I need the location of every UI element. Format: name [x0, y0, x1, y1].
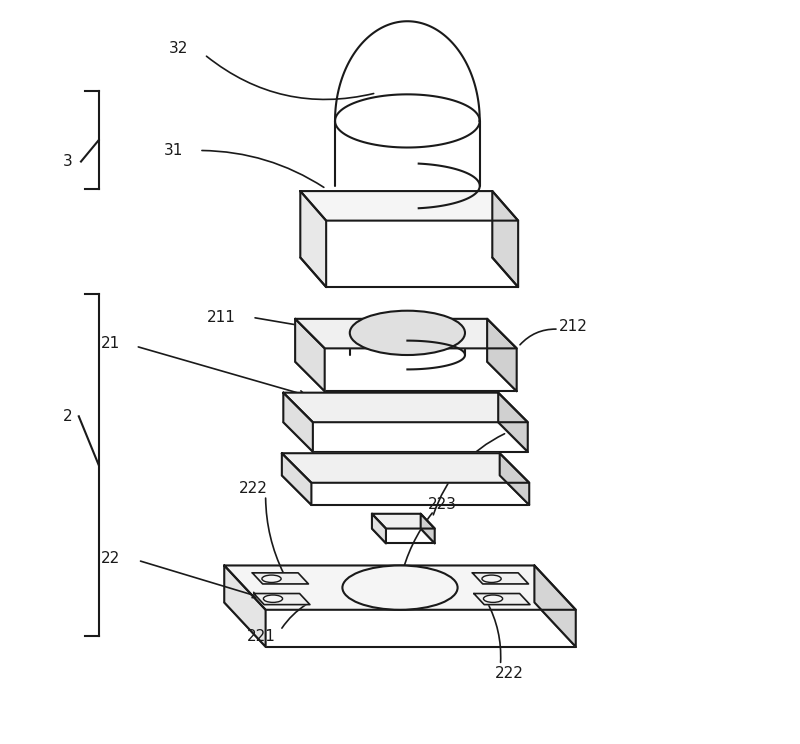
Polygon shape	[300, 191, 518, 221]
Polygon shape	[295, 319, 517, 348]
Polygon shape	[295, 319, 325, 391]
Polygon shape	[474, 594, 530, 605]
Ellipse shape	[342, 565, 458, 610]
Text: 3: 3	[63, 154, 73, 169]
Text: 31: 31	[164, 143, 183, 158]
Polygon shape	[372, 514, 386, 543]
Polygon shape	[283, 393, 528, 422]
Polygon shape	[252, 573, 309, 584]
Text: 32: 32	[169, 41, 188, 56]
Text: 1: 1	[515, 422, 525, 437]
Ellipse shape	[263, 595, 282, 603]
Text: 221: 221	[246, 629, 276, 644]
Polygon shape	[224, 565, 576, 610]
Text: 2: 2	[63, 408, 73, 424]
Text: 212: 212	[559, 318, 588, 334]
Ellipse shape	[262, 575, 281, 583]
Polygon shape	[300, 191, 326, 287]
Ellipse shape	[482, 575, 501, 583]
Polygon shape	[472, 573, 529, 584]
Polygon shape	[534, 565, 576, 647]
Polygon shape	[254, 594, 310, 605]
Polygon shape	[421, 514, 434, 543]
Polygon shape	[372, 514, 434, 528]
Polygon shape	[283, 393, 313, 452]
Polygon shape	[500, 453, 530, 505]
Ellipse shape	[483, 595, 502, 603]
Text: 22: 22	[101, 551, 120, 565]
Text: 223: 223	[428, 498, 458, 513]
Polygon shape	[492, 191, 518, 287]
Text: 211: 211	[207, 310, 236, 325]
Polygon shape	[498, 393, 528, 452]
Polygon shape	[282, 453, 311, 505]
Polygon shape	[487, 319, 517, 391]
Polygon shape	[224, 565, 266, 647]
Polygon shape	[282, 453, 530, 483]
Text: 222: 222	[495, 666, 524, 681]
Ellipse shape	[350, 311, 465, 355]
Text: 222: 222	[239, 481, 268, 496]
Text: 21: 21	[101, 336, 120, 351]
